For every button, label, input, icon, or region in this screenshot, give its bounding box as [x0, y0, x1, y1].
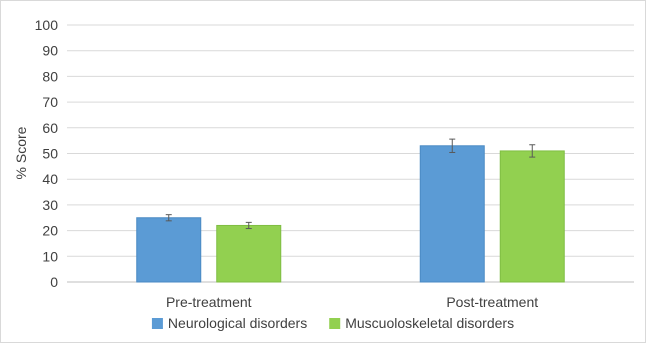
bar: [216, 224, 282, 283]
legend-item: Muscuoloskeletal disorders: [329, 315, 514, 331]
y-tick-label: 70: [42, 94, 58, 110]
y-tick-label: 100: [35, 17, 59, 33]
x-axis-categories: Pre-treatment Post-treatment: [166, 294, 538, 310]
legend-label: Neurological disorders: [168, 315, 307, 331]
bar: [419, 145, 485, 283]
legend-swatch: [329, 318, 341, 329]
y-axis-ticks: 0 10 20 30 40 50 60 70 80 90 100: [35, 17, 59, 290]
y-tick-label: 10: [42, 248, 58, 264]
error-bars: [165, 138, 536, 230]
bars: [136, 145, 565, 283]
legend: Neurological disorders Muscuoloskeletal d…: [151, 315, 514, 331]
bar: [499, 150, 565, 283]
y-tick-label: 80: [42, 68, 58, 84]
y-axis-title: % Score: [13, 126, 29, 179]
y-tick-label: 50: [42, 146, 58, 162]
bar: [136, 217, 202, 283]
y-tick-label: 20: [42, 223, 58, 239]
legend-swatch: [151, 318, 163, 329]
y-tick-label: 30: [42, 197, 58, 213]
x-category-label: Pre-treatment: [166, 294, 252, 310]
y-tick-label: 40: [42, 171, 58, 187]
legend-item: Neurological disorders: [151, 315, 307, 331]
y-tick-label: 60: [42, 120, 58, 136]
y-tick-label: 0: [50, 274, 58, 290]
x-category-label: Post-treatment: [446, 294, 538, 310]
y-tick-label: 90: [42, 43, 58, 59]
legend-label: Muscuoloskeletal disorders: [345, 315, 514, 331]
